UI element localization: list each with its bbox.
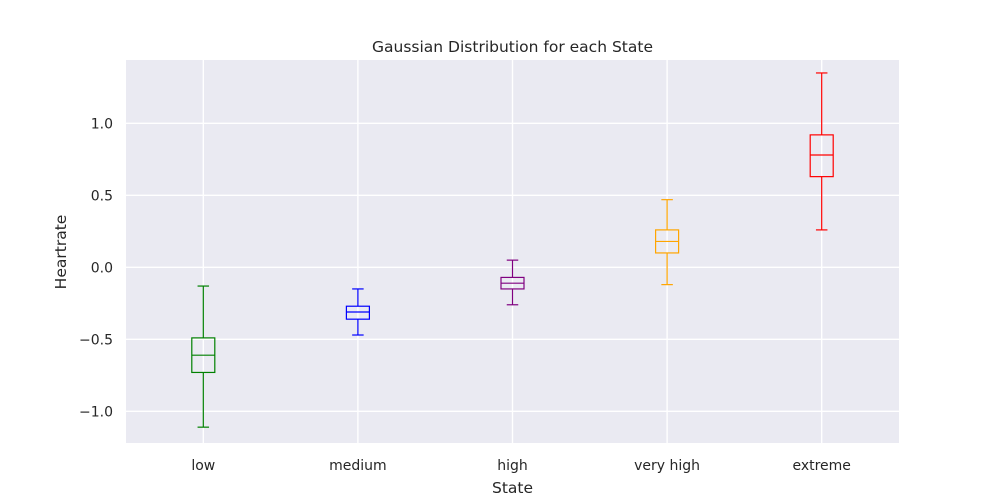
y-tick-label: 0.5 [91, 188, 113, 204]
box-high [500, 259, 525, 306]
y-tick-labels: −1.0 −0.5 0.0 0.5 1.0 [79, 116, 113, 420]
x-axis-label: State [492, 479, 533, 497]
box-very-high [654, 199, 680, 286]
x-tick-label: very high [634, 458, 700, 474]
y-tick-label: −0.5 [79, 332, 113, 348]
x-tick-labels: low medium high very high extreme [191, 458, 851, 474]
y-tick-label: −1.0 [79, 404, 113, 420]
boxes [191, 72, 834, 428]
box-extreme [809, 72, 834, 231]
iqr-box [809, 134, 834, 178]
box-low [191, 285, 216, 428]
x-tick-label: extreme [792, 458, 850, 474]
iqr-box [345, 305, 370, 320]
x-tick-label: low [191, 458, 215, 474]
box-medium [345, 288, 370, 336]
y-axis-label: Heartrate [52, 215, 70, 290]
x-tick-label: medium [329, 458, 387, 474]
x-tick-label: high [497, 458, 528, 474]
y-tick-label: 1.0 [91, 116, 113, 132]
chart-title: Gaussian Distribution for each State [372, 38, 653, 56]
y-tick-label: 0.0 [91, 260, 113, 276]
